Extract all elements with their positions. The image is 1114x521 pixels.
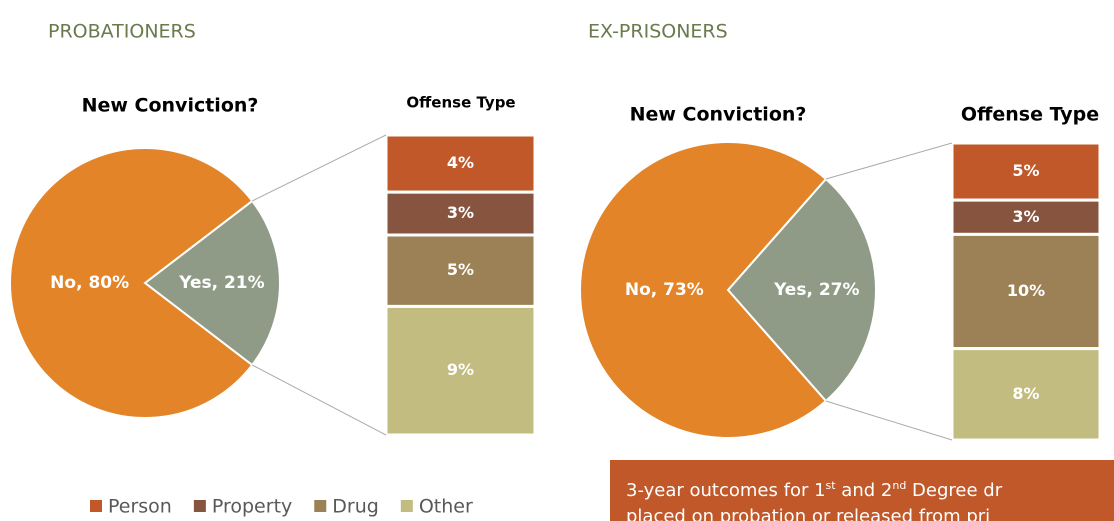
legend-label: Property [212, 496, 292, 518]
note-text: st [825, 479, 836, 492]
pie-slice [726, 177, 877, 403]
legend-label: Drug [332, 496, 379, 518]
data-label: Yes, 21% [178, 273, 264, 293]
legend-swatch [193, 500, 206, 512]
note-text: nd [892, 479, 907, 492]
pie-slice [143, 199, 281, 367]
connector [825, 142, 953, 180]
connector [251, 364, 387, 436]
note-text: 3-year outcomes for 1 [626, 480, 826, 501]
bar-segment [384, 133, 537, 194]
legend-label: Person [108, 496, 172, 518]
data-label: 4% [447, 153, 474, 172]
legend-swatch [400, 500, 413, 512]
bar-segment [950, 198, 1102, 236]
data-label: No, 73% [625, 280, 704, 300]
note-text: Degree dr [906, 480, 1003, 501]
data-label: 3% [447, 203, 474, 222]
legend-label: Other [419, 496, 473, 518]
legend-swatch [90, 500, 102, 512]
bar-segment [950, 347, 1102, 442]
data-label: 5% [1012, 161, 1039, 180]
data-label: Yes, 27% [773, 280, 859, 300]
note-box: 3-year outcomes for 1st and 2nd Degree d… [610, 460, 1114, 521]
section-title: EX-PRISONERS [588, 21, 728, 43]
chart-title: New Conviction? [82, 95, 259, 117]
bar-segment [950, 232, 1102, 351]
pie-slice [9, 147, 254, 419]
data-label: 10% [1007, 281, 1045, 300]
bar-segment [384, 304, 537, 437]
section-title: PROBATIONERS [48, 21, 196, 43]
bar-segment [384, 190, 537, 237]
pie-slice [579, 141, 828, 439]
data-label: 8% [1012, 384, 1039, 403]
connector [825, 400, 953, 441]
chart-title: New Conviction? [630, 104, 807, 126]
connector [251, 134, 387, 202]
data-label: 9% [447, 360, 474, 379]
note-text: and 2 [835, 480, 893, 501]
legend-swatch [314, 500, 327, 512]
bar-segment [950, 141, 1102, 202]
data-label: 5% [447, 260, 474, 279]
chart-title: Offense Type [961, 104, 1099, 126]
data-label: 3% [1012, 207, 1039, 226]
chart-title: Offense Type [406, 94, 515, 112]
data-label: No, 80% [50, 273, 129, 293]
note-text: placed on probation or released from pri [626, 506, 991, 521]
